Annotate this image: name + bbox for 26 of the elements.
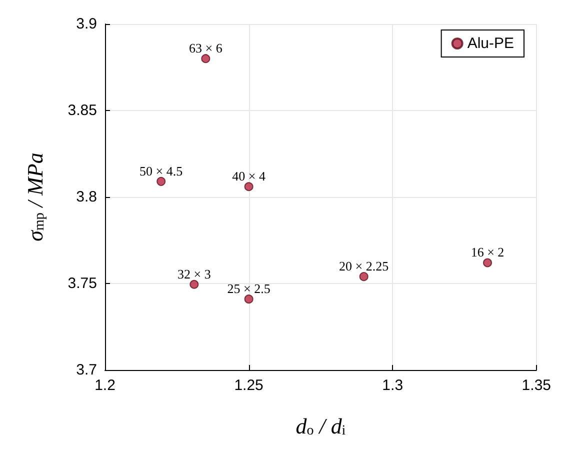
legend-label: Alu-PE: [467, 35, 514, 52]
y-tick-label: 3.8: [76, 188, 97, 206]
annotation: 50 × 4.5: [140, 163, 183, 178]
point: [190, 280, 199, 289]
x-tick-label: 1.3: [382, 377, 404, 394]
point: [359, 272, 368, 282]
annotation: 40 × 4: [232, 168, 266, 184]
point: [483, 258, 492, 268]
x-tick-label: 1.35: [522, 377, 552, 394]
x-axis-title: do / di: [296, 414, 346, 438]
point: [201, 54, 210, 64]
point: [244, 182, 254, 192]
x-tick-label: 1.2: [94, 377, 116, 394]
y-tick-label: 3.9: [76, 16, 97, 32]
point: [156, 176, 166, 186]
annotation: 32 × 3: [177, 266, 211, 282]
annotation: 20 × 2.25: [339, 258, 389, 274]
y-tick-label: 3.7: [76, 362, 97, 378]
point: [244, 294, 254, 304]
y-axis-title: σmp / MPa: [22, 152, 48, 242]
y-tick-label: 3.75: [68, 275, 97, 292]
annotation: 63 × 6: [188, 40, 223, 56]
annotation: 25 × 2.5: [227, 281, 270, 296]
y-tick-label: 3.85: [68, 102, 97, 119]
annotation: 16 × 2: [470, 244, 504, 260]
x-tick-label: 1.25: [234, 377, 264, 394]
